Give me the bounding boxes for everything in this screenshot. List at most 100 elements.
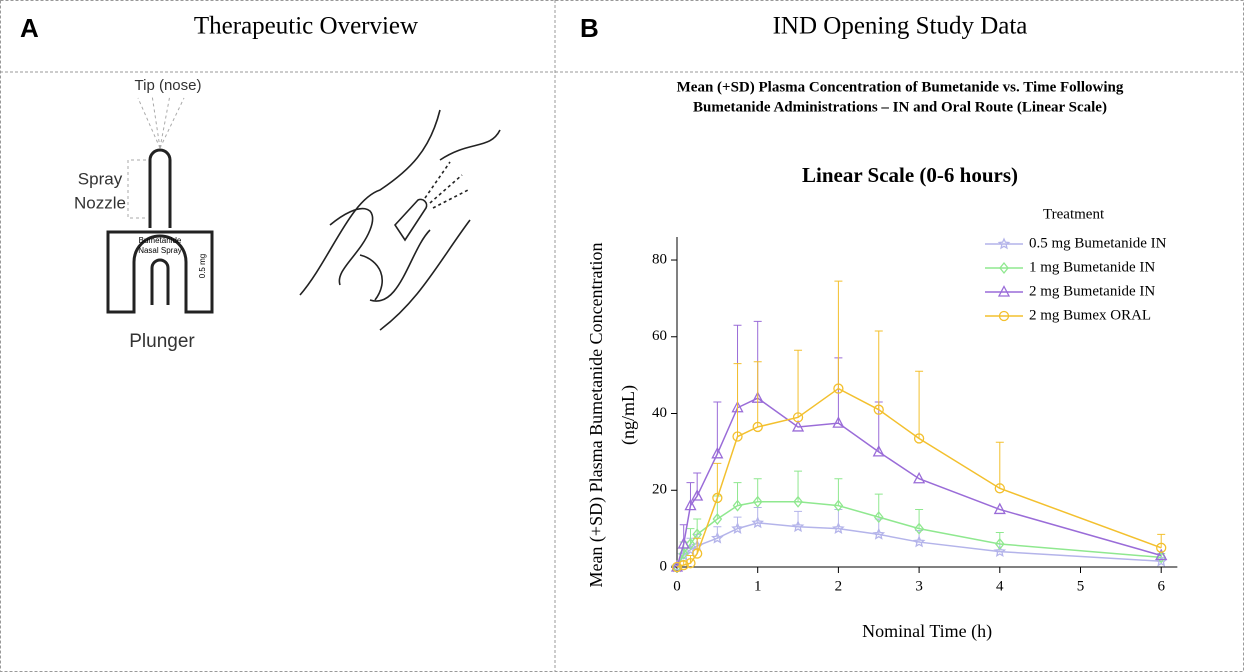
legend-marker — [998, 310, 1010, 322]
error-bar — [794, 510, 803, 527]
device — [106, 94, 214, 314]
error-bar — [874, 493, 883, 518]
label: Tip (nose) — [135, 77, 202, 94]
chart-subtitle: Linear Scale (0-6 hours) — [802, 163, 1018, 187]
marker — [791, 520, 805, 533]
marker — [993, 545, 1007, 558]
marker — [833, 499, 844, 512]
error-bar — [995, 441, 1004, 489]
error-bar — [834, 280, 843, 389]
marker — [994, 537, 1005, 551]
label: Spray — [78, 169, 123, 188]
error-bar — [686, 482, 695, 506]
y-tick-label: 40 — [652, 405, 667, 421]
marker — [685, 558, 696, 569]
marker — [712, 512, 723, 526]
marker — [993, 502, 1006, 515]
marker — [671, 561, 683, 573]
marker — [832, 416, 845, 428]
panel-title: Therapeutic Overview — [194, 13, 418, 40]
marker — [1156, 542, 1167, 553]
error-bar — [753, 478, 762, 502]
error-bar — [794, 349, 803, 418]
marker — [711, 446, 724, 459]
error-bar — [915, 370, 924, 439]
legend-label: 2 mg Bumetanide IN — [1029, 283, 1155, 299]
chart-title: Bumetanide Administrations – IN and Oral… — [693, 99, 1107, 115]
y-tick-label: 0 — [660, 558, 668, 574]
legend-marker — [999, 261, 1009, 275]
marker — [833, 383, 844, 394]
x-tick-label: 3 — [915, 578, 923, 594]
y-axis-label: (ng/mL) — [618, 385, 639, 445]
marker — [692, 548, 703, 559]
series-line — [676, 387, 1162, 568]
legend-label: 2 mg Bumex ORAL — [1029, 307, 1151, 323]
marker — [677, 537, 690, 549]
marker — [731, 521, 744, 535]
marker — [678, 559, 689, 571]
marker — [832, 521, 845, 535]
marker — [792, 412, 804, 423]
legend-marker — [997, 237, 1011, 250]
marker — [914, 522, 924, 535]
marker — [912, 535, 926, 548]
x-tick-label: 4 — [996, 578, 1004, 594]
series-line — [676, 501, 1162, 568]
x-tick-label: 5 — [1077, 578, 1085, 594]
marker — [872, 527, 886, 540]
label: 0.5 mg — [198, 254, 207, 278]
marker — [751, 516, 765, 529]
y-tick-label: 60 — [652, 328, 667, 344]
label: Plunger — [129, 331, 195, 352]
y-tick-label: 20 — [652, 482, 667, 498]
error-bar — [733, 363, 742, 437]
x-axis-label: Nominal Time (h) — [862, 621, 992, 642]
label: Nasal Spray — [138, 246, 182, 255]
marker — [791, 420, 805, 432]
legend-label: 0.5 mg Bumetanide IN — [1029, 235, 1167, 251]
hand — [299, 109, 501, 331]
marker — [712, 492, 723, 504]
marker — [873, 511, 884, 524]
marker — [711, 531, 724, 544]
error-bar — [693, 472, 702, 497]
error-bar — [753, 361, 762, 427]
marker — [994, 483, 1005, 494]
marker — [732, 499, 743, 512]
legend-label: 1 mg Bumetanide IN — [1029, 259, 1155, 275]
panel-title: IND Opening Study Data — [773, 13, 1028, 40]
marker — [684, 498, 697, 511]
label: Bumetanide — [139, 236, 182, 245]
error-bar — [713, 462, 722, 498]
x-tick-label: 0 — [673, 578, 681, 594]
label: Nozzle — [74, 193, 126, 212]
marker — [793, 495, 803, 508]
marker — [873, 404, 884, 415]
y-tick-label: 80 — [652, 251, 667, 267]
marker — [685, 537, 696, 551]
chart-title: Mean (+SD) Plasma Concentration of Bumet… — [677, 79, 1124, 95]
marker — [752, 495, 763, 508]
panel-letter: A — [20, 13, 39, 43]
marker — [691, 489, 704, 501]
error-bar — [915, 508, 924, 529]
legend-marker — [997, 285, 1011, 297]
marker — [913, 433, 925, 444]
marker — [913, 471, 926, 484]
marker — [1155, 548, 1168, 561]
marker — [752, 421, 763, 433]
error-bar — [733, 482, 742, 506]
y-axis-label: Mean (+SD) Plasma Bumetanide Concentrati… — [586, 242, 607, 587]
x-tick-label: 2 — [835, 578, 843, 594]
marker — [872, 444, 885, 457]
error-bar — [693, 518, 702, 535]
x-tick-label: 1 — [754, 578, 762, 594]
error-bar — [686, 528, 695, 544]
x-tick-label: 6 — [1157, 578, 1165, 594]
panel-letter: B — [580, 13, 599, 43]
error-bar — [874, 330, 883, 410]
error-bar — [713, 401, 722, 454]
legend-title: Treatment — [1043, 206, 1105, 222]
